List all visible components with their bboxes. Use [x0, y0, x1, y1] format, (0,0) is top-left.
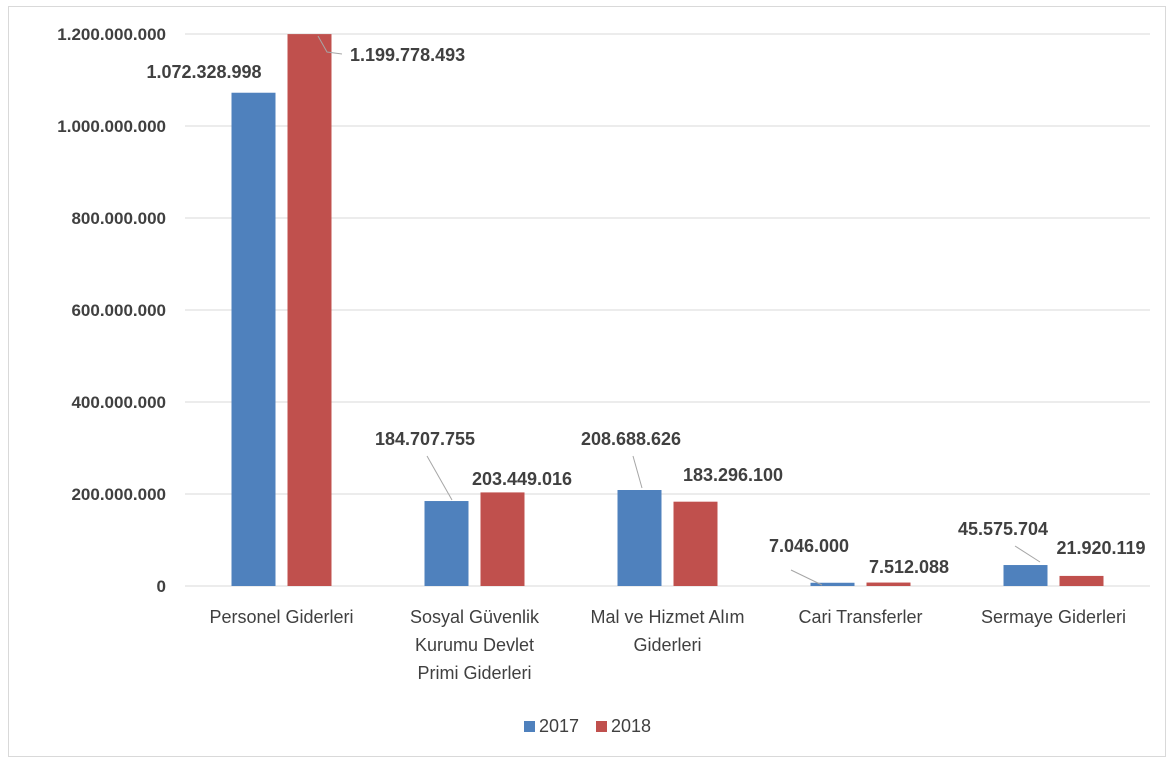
bar-2017-3 [810, 582, 855, 586]
legend: 2017 2018 [0, 716, 1175, 737]
y-tick-label: 800.000.000 [71, 209, 166, 228]
leader-line [632, 455, 643, 489]
category-label-line: Primi Giderleri [417, 663, 531, 683]
legend-item-2017: 2017 [523, 716, 579, 737]
bar-2018-1 [480, 492, 525, 586]
data-label-2017-0: 1.072.328.998 [146, 62, 261, 82]
category-label-line: Giderleri [633, 635, 701, 655]
category-label-line: Personel Giderleri [209, 607, 353, 627]
y-axis-ticks: 0 200.000.000 400.000.000 600.000.000 800.00… [57, 25, 166, 596]
leader-line [1014, 545, 1041, 563]
y-tick-label: 1.200.000.000 [57, 25, 166, 44]
bar-2017-4 [1003, 565, 1048, 586]
leader-lines [317, 35, 1041, 586]
y-tick-label: 0 [157, 577, 166, 596]
leader-line [317, 35, 343, 55]
legend-label-2018: 2018 [611, 716, 652, 736]
category-label-line: Sermaye Giderleri [981, 607, 1126, 627]
data-label-2017-1: 184.707.755 [375, 429, 475, 449]
legend-item-2018: 2018 [596, 716, 651, 737]
category-label-line: Kurumu Devlet [415, 635, 534, 655]
category-label-line: Cari Transferler [798, 607, 922, 627]
bar-2018-3 [866, 582, 911, 586]
data-label-2017-3: 7.046.000 [769, 536, 849, 556]
y-tick-label: 200.000.000 [71, 485, 166, 504]
leader-line [426, 455, 453, 501]
legend-label-2017: 2017 [538, 716, 579, 736]
bar-2017-2 [617, 490, 662, 586]
category-label-1: Sosyal Güvenlik Kurumu Devlet Primi Giderl… [410, 607, 540, 683]
leader-line [790, 569, 823, 586]
data-label-2018-2: 183.296.100 [683, 465, 783, 485]
legend-swatch-2018 [596, 721, 607, 732]
category-label-2: Mal ve Hizmet Alım Giderleri [590, 607, 744, 655]
category-label-3: Cari Transferler [798, 607, 922, 627]
y-tick-label: 400.000.000 [71, 393, 166, 412]
category-label-4: Sermaye Giderleri [981, 607, 1126, 627]
category-label-line: Sosyal Güvenlik [410, 607, 540, 627]
x-axis-categories: Personel Giderleri Sosyal Güvenlik Kurumu … [209, 607, 1126, 683]
data-labels: 1.072.328.998 1.199.778.493 184.707.755 203… [146, 45, 1145, 577]
bars [231, 34, 1104, 587]
data-label-2018-4: 21.920.119 [1056, 538, 1145, 558]
bar-2017-1 [424, 501, 469, 586]
bar-2018-4 [1059, 575, 1104, 586]
legend-swatch-2017 [523, 721, 535, 732]
bar-2017-0 [231, 92, 276, 586]
data-label-2017-2: 208.688.626 [581, 429, 681, 449]
data-label-2018-3: 7.512.088 [869, 557, 949, 577]
bar-2018-0 [287, 34, 332, 587]
y-tick-label: 600.000.000 [71, 301, 166, 320]
category-label-line: Mal ve Hizmet Alım [590, 607, 744, 627]
chart-frame [8, 6, 1166, 757]
category-label-0: Personel Giderleri [209, 607, 353, 627]
bar-2018-2 [673, 501, 718, 586]
y-tick-label: 1.000.000.000 [57, 117, 166, 136]
data-label-2018-0: 1.199.778.493 [350, 45, 465, 65]
data-label-2018-1: 203.449.016 [472, 469, 572, 489]
data-label-2017-4: 45.575.704 [958, 519, 1048, 539]
gridlines [185, 33, 1150, 587]
